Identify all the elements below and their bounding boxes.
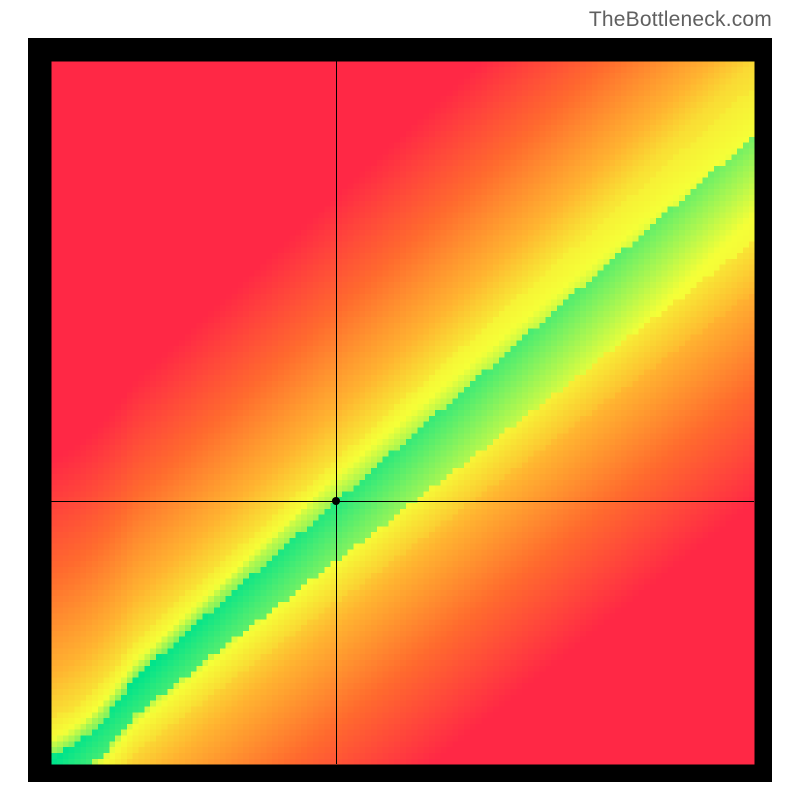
heatmap-canvas — [28, 38, 772, 782]
plot-frame — [28, 38, 772, 782]
plot-area — [28, 38, 772, 782]
chart-container: TheBottleneck.com — [0, 0, 800, 800]
watermark-text: TheBottleneck.com — [589, 8, 772, 32]
